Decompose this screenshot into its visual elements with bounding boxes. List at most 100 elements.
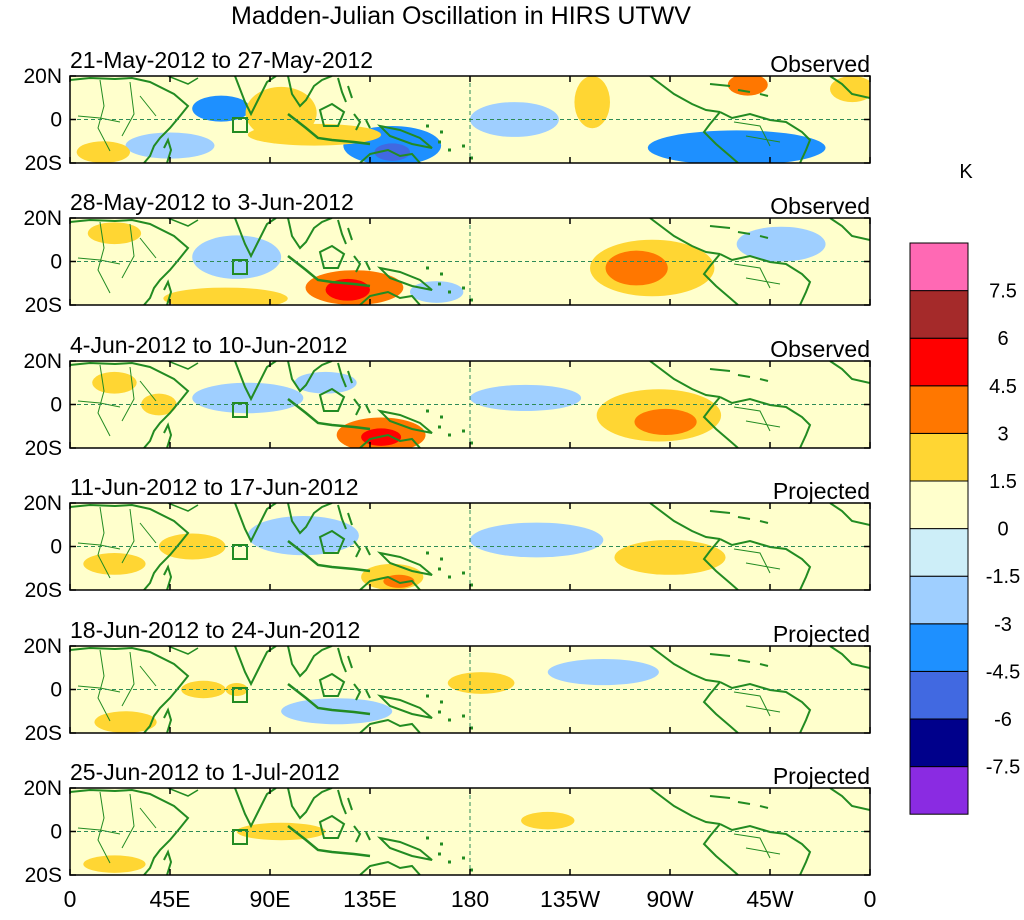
anomaly-field [76,76,870,163]
colorbar-level-label: 4.5 [989,376,1017,398]
y-tick-label: 20S [25,152,62,175]
y-tick-label: 0 [50,251,62,274]
anomaly-blob [521,811,575,830]
y-tick-label: 20S [25,722,62,745]
anomaly-blob [736,226,826,262]
panel-status: Projected [773,763,870,789]
colorbar-swatch [909,718,969,768]
anomaly-field [87,222,826,305]
colorbar-level-label: 7.5 [989,281,1017,303]
anomaly-blob [574,76,610,129]
anomaly-blob [294,371,357,394]
panel-date-range: 25-Jun-2012 to 1-Jul-2012 [70,759,340,785]
panel-date-range: 18-Jun-2012 to 24-Jun-2012 [70,617,360,643]
panel-status: Projected [773,621,870,647]
x-tick-label: 0 [64,886,77,912]
anomaly-blob [245,86,317,140]
anomaly-blob [470,522,604,558]
colorbar: K -7.5 -6 -4.5 -3 -1.5 0 1.5 3 4.5 6 7.5 [909,161,1020,815]
x-tick-label: 90W [646,886,694,912]
y-tick-label: 20N [23,777,62,800]
colorbar-unit-label: K [959,161,973,183]
anomaly-blob [605,250,668,286]
colorbar-level-label: 1.5 [989,471,1017,493]
anomaly-blob [634,408,697,435]
map-panel: 20N 0 20S 4-Jun-2012 to 10-Jun-2012 Observed [23,332,871,460]
anomaly-blob [83,553,146,575]
anomaly-blob [447,672,515,694]
colorbar-swatch [909,528,969,577]
y-tick-label: 0 [50,109,62,132]
y-tick-label: 20N [23,492,62,515]
y-tick-label: 0 [50,536,62,559]
x-tick-label: 135E [343,886,397,912]
anomaly-blob [192,382,304,414]
anomaly-blob [225,682,248,697]
panel-status: Projected [773,478,870,504]
anomaly-blob [647,130,826,163]
y-tick-label: 20N [23,65,62,88]
y-tick-label: 20S [25,864,62,887]
map-panel: 20N 0 20S 21-May-2012 to 27-May-2012 Observe… [23,47,871,175]
panel-date-range: 28-May-2012 to 3-Jun-2012 [70,189,354,215]
anomaly-blob [192,95,250,122]
y-tick-label: 0 [50,821,62,844]
colorbar-swatch [909,290,969,339]
colorbar-swatch [909,623,969,672]
y-tick-label: 0 [50,394,62,417]
panel-status: Observed [770,336,870,362]
y-tick-label: 20N [23,635,62,658]
anomaly-blob [83,855,146,873]
anomaly-blob [192,235,282,279]
anomaly-blob [470,384,582,412]
anomaly-blob [247,516,359,556]
panel-date-range: 4-Jun-2012 to 10-Jun-2012 [70,332,347,358]
colorbar-swatch [909,337,969,387]
y-tick-label: 20S [25,579,62,602]
anomaly-blob [547,659,659,686]
colorbar-level-label: 3 [997,423,1008,445]
anomaly-blob [94,711,157,733]
anomaly-blob [727,76,768,96]
map-panel: 20N 0 20S 25-Jun-2012 to 1-Jul-2012 Projecte… [23,759,871,887]
chart-title: Madden-Julian Oscillation in HIRS UTWV [231,2,691,30]
colorbar-swatch [909,670,969,720]
colorbar-swatch [909,480,969,530]
panel-status: Observed [770,51,870,77]
colorbar-swatch [909,432,969,482]
anomaly-blob [92,371,137,394]
x-tick-label: 90E [250,886,291,912]
colorbar-level-label: -7.5 [986,757,1020,779]
colorbar-level-label: -3 [994,614,1012,636]
panel-date-range: 21-May-2012 to 27-May-2012 [70,47,373,73]
panel-group: 20N 0 20S 21-May-2012 to 27-May-2012 Observe… [23,47,871,887]
anomaly-blob [76,141,130,163]
map-panel: 20N 0 20S 18-Jun-2012 to 24-Jun-2012 Project… [23,617,871,745]
y-tick-label: 20S [25,294,62,317]
panel-date-range: 11-Jun-2012 to 17-Jun-2012 [70,474,359,500]
y-tick-label: 0 [50,679,62,702]
x-tick-label: 45E [150,886,191,912]
colorbar-level-label: -1.5 [986,566,1020,588]
anomaly-field [94,659,659,733]
colorbar-swatch [909,766,969,815]
anomaly-field [92,371,722,448]
anomaly-blob [410,281,464,303]
colorbar-level-label: -6 [994,709,1012,731]
x-tick-label: 0 [864,886,877,912]
anomaly-blob [614,539,726,575]
colorbar-level-label: 0 [997,519,1008,541]
x-tick-label: 135W [540,886,600,912]
colorbar-swatch [909,242,969,292]
map-panel: 20N 0 20S 11-Jun-2012 to 17-Jun-2012 Project… [23,474,871,602]
panel-status: Observed [770,193,870,219]
colorbar-swatch [909,575,969,625]
colorbar-level-label: -4.5 [986,661,1020,683]
x-tick-label: 180 [451,886,489,912]
anomaly-blob [163,287,288,305]
map-panel: 20N 0 20S 28-May-2012 to 3-Jun-2012 Observed [23,189,871,317]
y-tick-label: 20N [23,350,62,373]
colorbar-swatch [909,385,969,434]
x-axis: 0 45E 90E 135E 180 135W 90W 45W 0 [64,886,877,912]
